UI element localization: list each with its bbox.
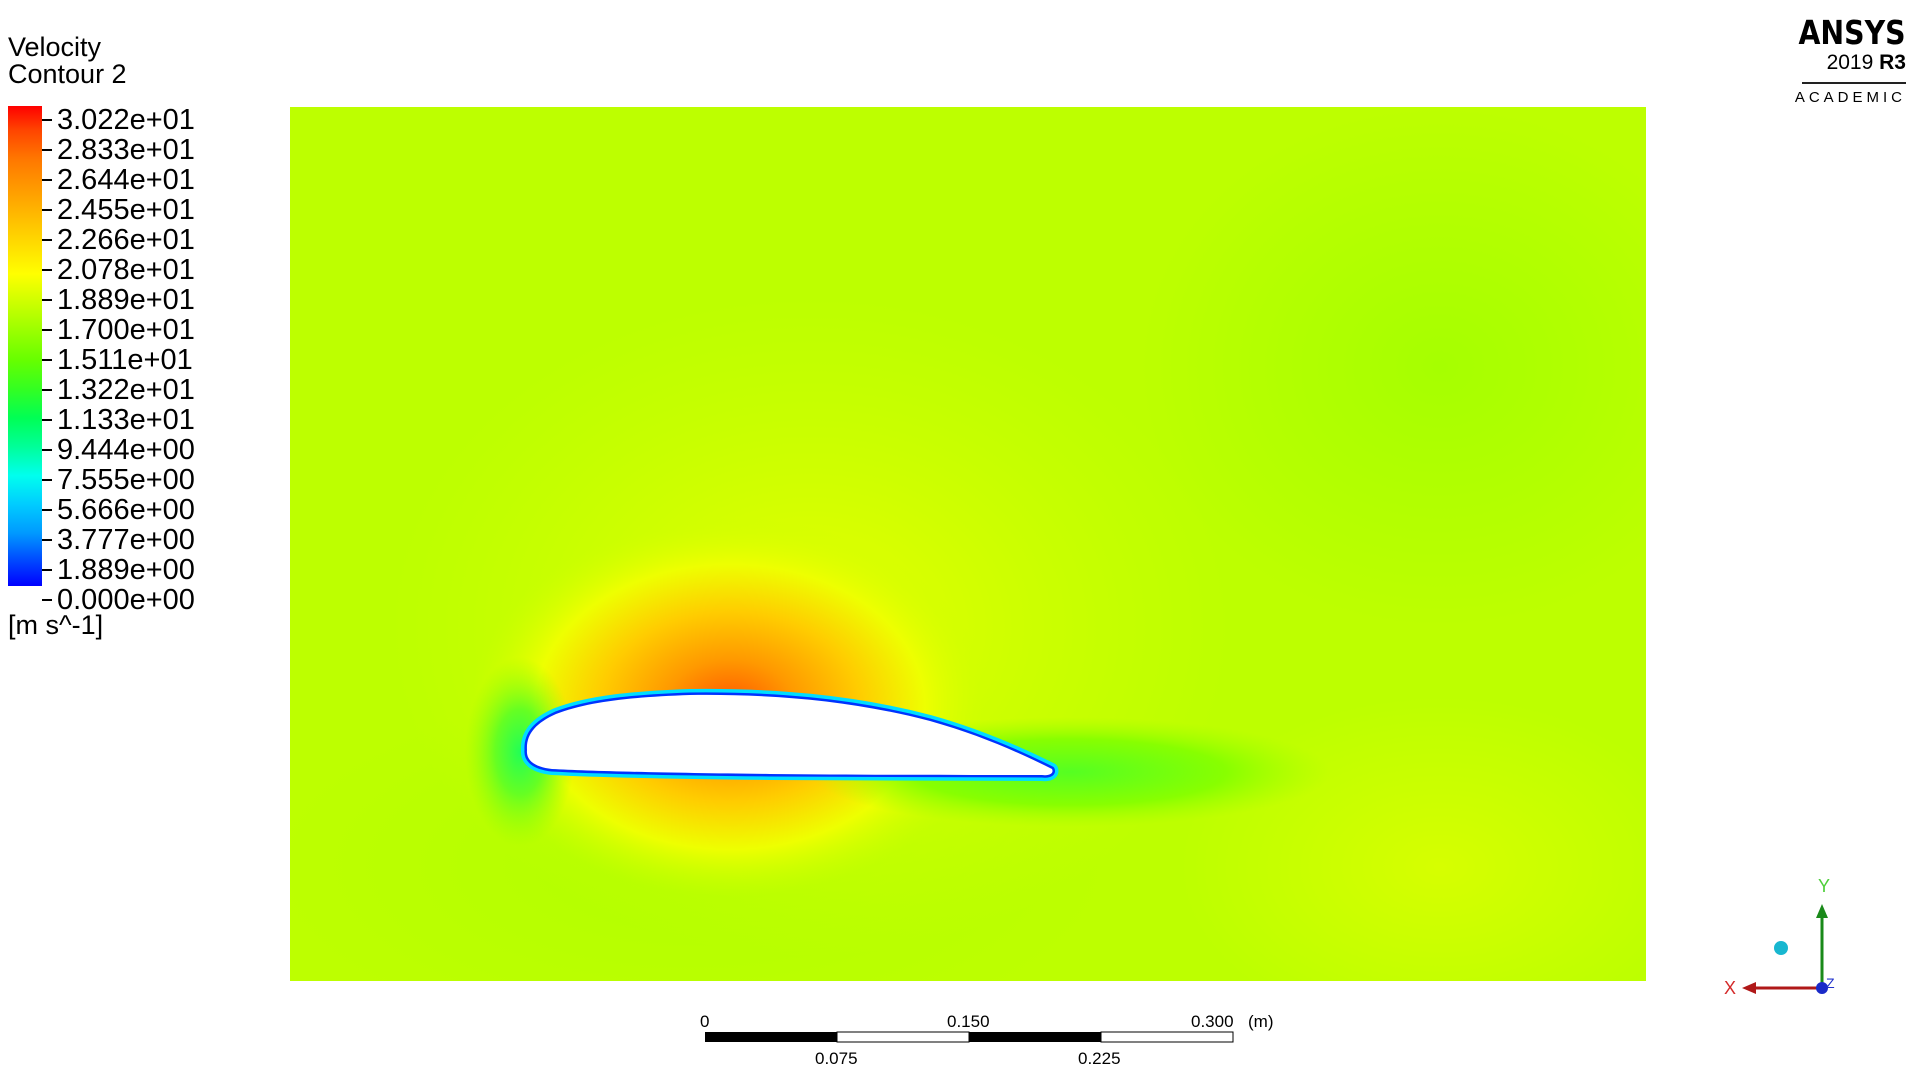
colorbar-tick	[42, 569, 52, 571]
scale-label-150: 0.150	[947, 1012, 990, 1031]
colorbar-label: 9.444e+00	[57, 434, 195, 466]
colorbar-label: 3.777e+00	[57, 524, 195, 556]
colorbar-tick	[42, 359, 52, 361]
colorbar-tick	[42, 419, 52, 421]
colorbar-label: 1.322e+01	[57, 374, 195, 406]
ansys-logo: ANSYS 2019 R3 ACADEMIC	[1781, 16, 1906, 106]
legend-title-variable: Velocity	[8, 32, 102, 62]
legend-title: Velocity Contour 2	[8, 34, 127, 88]
scale-label-075: 0.075	[815, 1049, 858, 1068]
stagnation-region	[465, 657, 575, 847]
colorbar-label: 0.000e+00	[57, 584, 195, 616]
legend-units: [m s^-1]	[8, 610, 104, 640]
colorbar-label: 1.511e+01	[57, 344, 193, 376]
legend-title-contour: Contour 2	[8, 59, 127, 89]
scale-label-0: 0	[700, 1012, 710, 1031]
scale-label-300: 0.300	[1191, 1012, 1234, 1031]
colorbar-tick	[42, 449, 52, 451]
colorbar-tick	[42, 509, 52, 511]
z-axis-dot	[1816, 982, 1828, 994]
colorbar-tick	[42, 329, 52, 331]
colorbar-label: 1.700e+01	[57, 314, 195, 346]
scale-segment-1	[705, 1032, 837, 1042]
x-axis-label: X	[1724, 978, 1736, 998]
y-axis-label: Y	[1818, 876, 1830, 896]
colorbar-tick	[42, 119, 52, 121]
colorbar-label: 2.455e+01	[57, 194, 195, 226]
colorbar-label: 1.133e+01	[57, 404, 195, 436]
colorbar-tick	[42, 389, 52, 391]
scale-segment-4	[1100, 1031, 1234, 1043]
colorbar-label: 2.078e+01	[57, 254, 195, 286]
colorbar-tick	[42, 179, 52, 181]
x-axis-arrowhead	[1742, 982, 1756, 994]
brand-year: 2019	[1826, 51, 1874, 74]
colorbar	[8, 106, 42, 586]
view-sphere	[1774, 941, 1788, 955]
brand-name: ANSYS	[1798, 13, 1906, 52]
colorbar-tick	[42, 149, 52, 151]
airfoil	[526, 694, 1053, 776]
colorbar-label: 1.889e+01	[57, 284, 195, 316]
brand-version: 2019 R3	[1781, 52, 1906, 74]
colorbar-label: 2.644e+01	[57, 164, 195, 196]
colorbar-label: 5.666e+00	[57, 494, 195, 526]
colorbar-label: 2.833e+01	[57, 134, 195, 166]
y-axis-arrowhead	[1816, 904, 1828, 918]
colorbar-label: 1.889e+00	[57, 554, 195, 586]
scale-segment-2	[836, 1031, 970, 1043]
axis-triad[interactable]: Y X Z	[1720, 870, 1840, 1000]
velocity-contour-plot[interactable]	[290, 107, 1646, 981]
colorbar-label: 3.022e+01	[57, 104, 195, 136]
colorbar-tick	[42, 239, 52, 241]
colorbar-tick	[42, 599, 52, 601]
colorbar-label: 7.555e+00	[57, 464, 195, 496]
colorbar-label: 2.266e+01	[57, 224, 195, 256]
brand-edition: ACADEMIC	[1794, 89, 1906, 106]
scale-label-225: 0.225	[1078, 1049, 1121, 1068]
scale-segment-3	[969, 1032, 1101, 1042]
scale-unit: (m)	[1248, 1012, 1274, 1031]
colorbar-tick	[42, 209, 52, 211]
brand-divider	[1802, 82, 1906, 84]
upper-right-region	[1140, 107, 1646, 627]
colorbar-tick	[42, 539, 52, 541]
z-axis-label: Z	[1826, 975, 1835, 991]
colorbar-tick	[42, 269, 52, 271]
colorbar-tick	[42, 299, 52, 301]
colorbar-tick	[42, 479, 52, 481]
brand-release: R3	[1879, 51, 1906, 74]
